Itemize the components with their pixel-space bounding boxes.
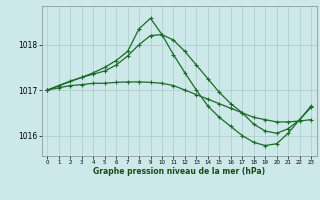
X-axis label: Graphe pression niveau de la mer (hPa): Graphe pression niveau de la mer (hPa) — [93, 167, 265, 176]
